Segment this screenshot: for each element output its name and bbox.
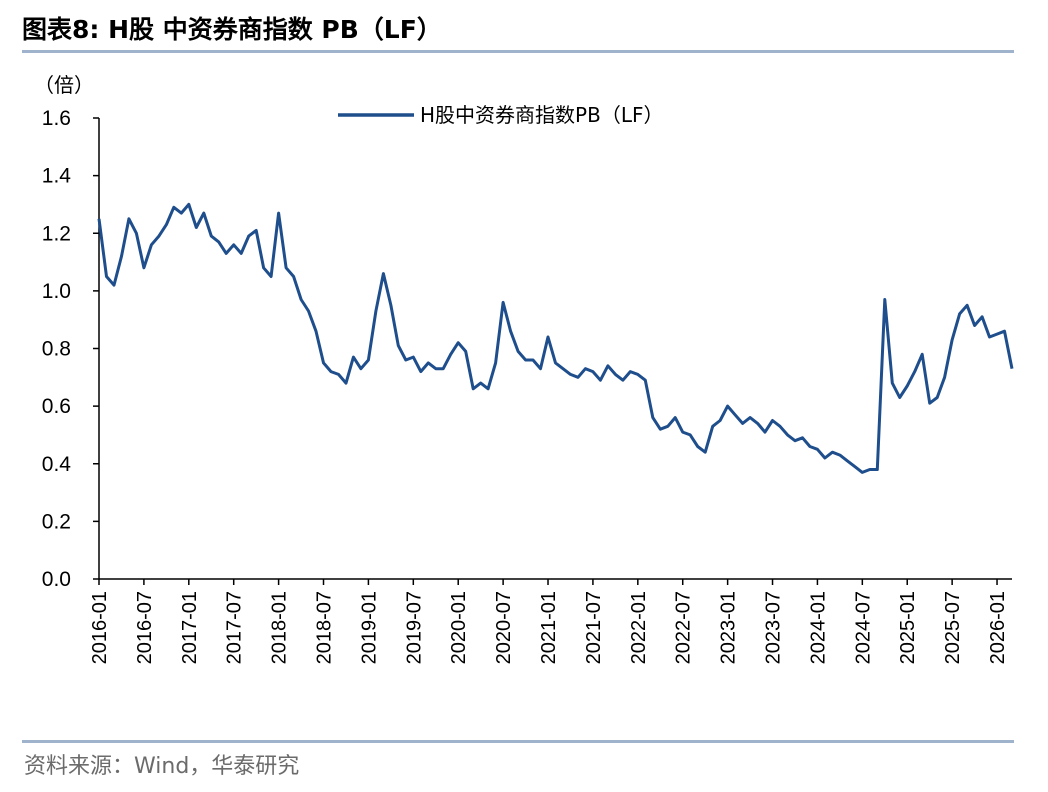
x-tick-label: 2016-01: [89, 591, 111, 664]
y-tick-label: 0.2: [42, 510, 71, 533]
x-tick-label: 2024-01: [807, 591, 829, 664]
x-tick-label: 2020-01: [448, 591, 470, 664]
x-tick-label: 2019-01: [358, 591, 380, 664]
x-axis-tick-marks: [98, 579, 998, 585]
source-note: 资料来源：Wind，华泰研究: [24, 754, 300, 779]
y-tick-label: 1.2: [42, 222, 71, 245]
pb-line-chart: （倍） 0.00.20.40.60.81.01.21.41.6 2016-01 2…: [34, 73, 1014, 664]
x-tick-label: 2022-01: [628, 591, 650, 664]
y-tick-label: 1.6: [42, 107, 71, 130]
x-tick-label: 2025-07: [942, 591, 964, 664]
y-tick-label: 1.4: [42, 165, 72, 188]
y-axis-tick-labels: 0.0 0.2 0.4 0.6 0.8 1.0 1.2 1.4 1.6: [42, 107, 72, 591]
x-tick-label: 2019-07: [403, 591, 425, 664]
x-tick-label: 2018-01: [269, 591, 291, 664]
y-axis-tick-marks: [93, 117, 99, 580]
x-tick-label: 2020-07: [493, 591, 515, 664]
footer-divider: [22, 740, 1014, 743]
x-tick-label: 2016-07: [134, 591, 156, 664]
x-tick-label: 2023-07: [763, 591, 785, 664]
figure-title: 图表8: H股 中资券商指数 PB（LF）: [22, 15, 442, 44]
y-tick-label: 0.8: [42, 338, 71, 361]
x-tick-label: 2024-07: [852, 591, 874, 664]
legend: H股中资券商指数PB（LF）: [338, 103, 663, 127]
figure-title-bar: 图表8: H股 中资券商指数 PB（LF）: [22, 10, 1014, 50]
legend-label: H股中资券商指数PB（LF）: [420, 103, 663, 127]
x-tick-label: 2021-07: [583, 591, 605, 664]
x-tick-label: 2017-07: [224, 591, 246, 664]
x-tick-label: 2023-01: [718, 591, 740, 664]
title-divider: [22, 50, 1014, 53]
series-line-pb: [97, 202, 1014, 474]
y-tick-label: 0.0: [42, 568, 71, 591]
x-axis-tick-labels: 2016-01 2016-07 2017-01 2017-07 2018-01 2018-…: [89, 591, 1009, 664]
x-tick-label: 2025-01: [897, 591, 919, 664]
y-tick-label: 0.6: [42, 395, 71, 418]
x-tick-label: 2018-07: [314, 591, 336, 664]
x-tick-label: 2022-07: [673, 591, 695, 664]
y-tick-label: 0.4: [42, 453, 72, 476]
x-tick-label: 2026-01: [987, 591, 1009, 664]
x-tick-label: 2021-01: [538, 591, 560, 664]
x-tick-label: 2017-01: [179, 591, 201, 664]
y-axis-unit-label: （倍）: [34, 73, 94, 97]
y-tick-label: 1.0: [42, 280, 71, 303]
